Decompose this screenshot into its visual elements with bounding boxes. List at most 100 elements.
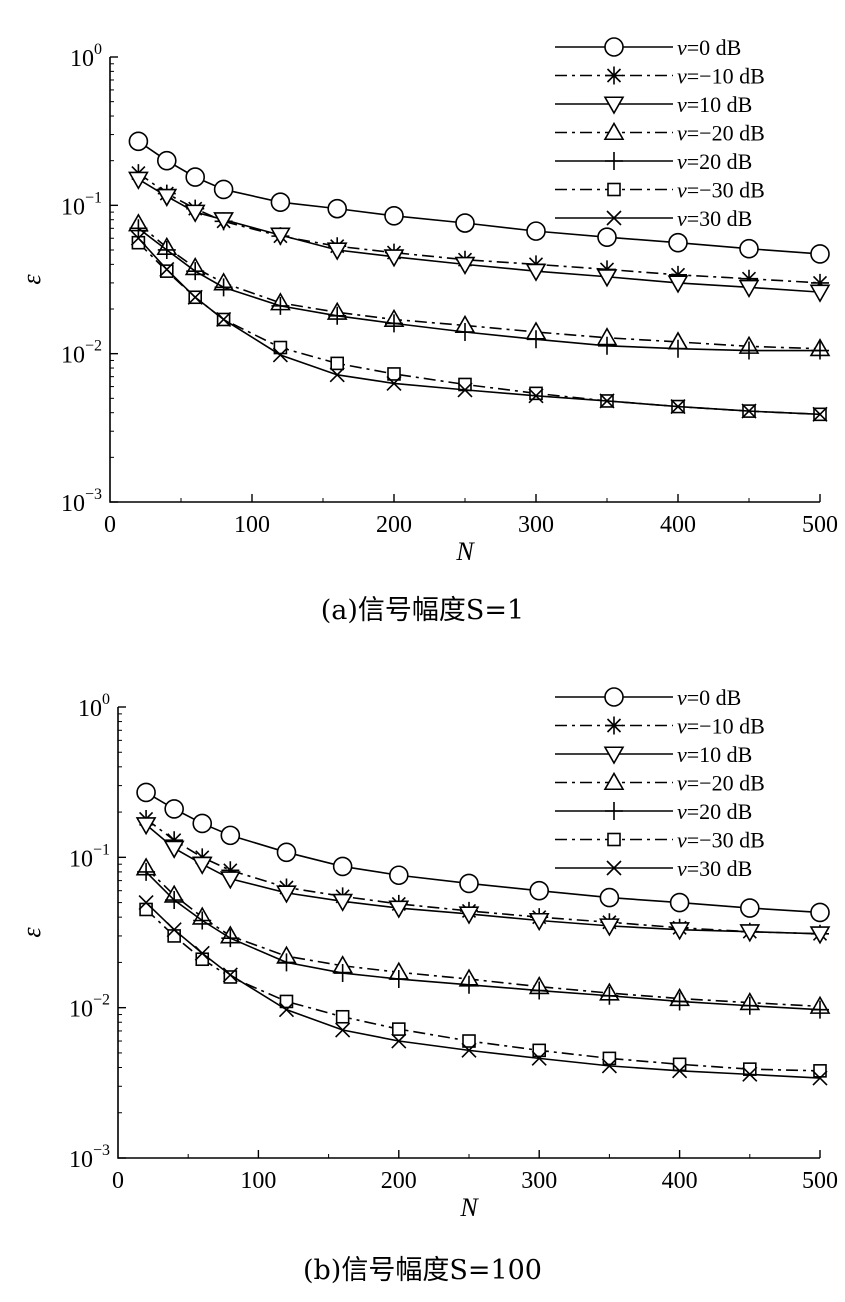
data-point xyxy=(741,403,757,419)
data-point xyxy=(669,339,687,358)
data-point xyxy=(131,235,146,250)
data-point xyxy=(326,242,348,261)
data-point xyxy=(194,945,210,961)
legend-marker xyxy=(607,182,621,197)
legend-entry: v=0 dB xyxy=(677,685,741,710)
y-tick-label: 100 xyxy=(70,41,102,72)
legend-entry: v=−10 dB xyxy=(677,64,765,89)
y-tick-exponent: −3 xyxy=(85,486,102,503)
data-point xyxy=(276,842,297,863)
data-point xyxy=(278,1002,295,1018)
y-axis-title: ε xyxy=(17,274,46,285)
series-circle xyxy=(128,131,830,264)
y-tick-exponent: −1 xyxy=(85,189,102,206)
data-point xyxy=(184,204,206,223)
x-axis-title: N xyxy=(459,1193,479,1222)
legend-entry-variable: v xyxy=(677,685,687,710)
data-point xyxy=(458,377,472,392)
legend-entry: v=10 dB xyxy=(677,92,752,117)
data-point xyxy=(809,926,831,945)
legend-entry-variable: v xyxy=(677,771,687,796)
data-point xyxy=(600,986,619,1005)
x-tick-label: 500 xyxy=(802,1168,838,1194)
data-point xyxy=(740,341,758,360)
x-tick-label: 300 xyxy=(518,512,554,538)
data-point xyxy=(461,1042,477,1058)
y-tick-label: 10−1 xyxy=(61,189,102,220)
data-point xyxy=(156,188,178,207)
data-point xyxy=(186,262,205,281)
y-tick-exponent: −3 xyxy=(93,1142,110,1159)
legend-entry: v=30 dB xyxy=(677,206,752,231)
x-tick-label: 200 xyxy=(381,1168,417,1194)
data-point xyxy=(811,1000,829,1019)
x-tick-label: 400 xyxy=(660,512,696,538)
legend-entry-label: =−30 dB xyxy=(687,178,765,203)
y-axis-title: ε xyxy=(17,927,46,938)
y-tick-label: 10−3 xyxy=(69,1142,110,1173)
legend-entry-label: =30 dB xyxy=(687,206,753,231)
data-point xyxy=(391,1022,406,1036)
data-point xyxy=(138,895,154,911)
data-point xyxy=(185,167,205,187)
data-point xyxy=(187,289,203,305)
data-point xyxy=(221,929,240,948)
legend-entry-label: =0 dB xyxy=(687,35,742,60)
legend-entry-variable: v xyxy=(677,856,687,881)
legend-entry-label: =10 dB xyxy=(687,92,753,117)
data-point xyxy=(332,856,353,877)
data-point xyxy=(529,880,550,901)
data-point xyxy=(213,179,234,200)
legend-entry-label: =−20 dB xyxy=(687,121,765,146)
legend-entry-label: =−30 dB xyxy=(687,828,765,853)
legend-entry-variable: v xyxy=(677,799,687,824)
data-point xyxy=(166,922,182,938)
y-tick-base: 10 xyxy=(70,46,94,72)
series-plus xyxy=(129,219,829,360)
data-point xyxy=(740,269,758,288)
data-point xyxy=(527,330,545,349)
legend-marker xyxy=(605,152,623,170)
legend-entry: v=20 dB xyxy=(677,799,752,824)
data-point xyxy=(165,891,184,910)
legend-marker xyxy=(605,802,623,820)
data-point xyxy=(672,1057,687,1072)
data-point xyxy=(670,398,686,415)
x-tick-label: 400 xyxy=(662,1168,698,1194)
data-point xyxy=(669,892,690,913)
data-point xyxy=(598,336,616,355)
x-tick-label: 0 xyxy=(104,512,116,538)
legend-entry-variable: v xyxy=(677,714,687,739)
series-line xyxy=(137,237,821,416)
data-point xyxy=(135,817,157,836)
data-point xyxy=(193,911,212,930)
data-point xyxy=(530,981,549,1000)
legend-marker xyxy=(604,37,624,57)
data-point xyxy=(136,782,156,803)
data-point xyxy=(191,856,213,875)
data-point xyxy=(386,375,402,391)
y-tick-base: 10 xyxy=(69,846,93,872)
data-point xyxy=(742,1066,758,1082)
legend-marker xyxy=(603,771,625,791)
y-tick-base: 10 xyxy=(69,997,93,1023)
legend-entry-variable: v xyxy=(677,35,687,60)
series-line xyxy=(145,908,821,1072)
x-tick-label: 300 xyxy=(521,1168,557,1194)
data-point xyxy=(528,388,544,404)
data-point xyxy=(137,862,156,881)
legend-marker xyxy=(605,716,623,735)
data-point xyxy=(271,296,290,315)
series-line xyxy=(145,902,821,1079)
y-tick-label: 10−3 xyxy=(61,486,102,517)
x-tick-label: 100 xyxy=(240,1168,276,1194)
caption-b: (b)信号幅度S=100 xyxy=(302,1255,542,1286)
data-point xyxy=(599,918,620,937)
legend-entry-label: =10 dB xyxy=(687,742,753,767)
legend-entry-variable: v xyxy=(677,92,687,117)
data-point xyxy=(528,912,550,932)
data-point xyxy=(454,256,476,275)
series-circle xyxy=(136,782,830,923)
data-point xyxy=(738,279,760,298)
data-point xyxy=(335,1009,350,1024)
